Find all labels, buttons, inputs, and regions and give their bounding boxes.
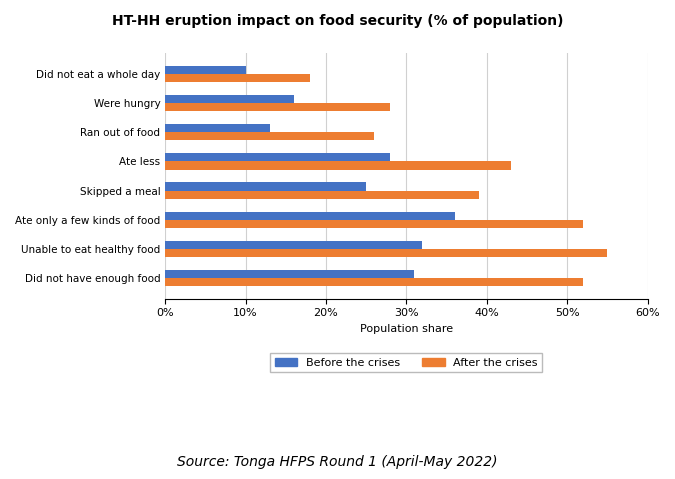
Bar xyxy=(165,212,455,220)
Bar xyxy=(165,278,583,286)
X-axis label: Population share: Population share xyxy=(360,324,453,334)
Text: Source: Tonga HFPS Round 1 (April-May 2022): Source: Tonga HFPS Round 1 (April-May 20… xyxy=(178,456,497,469)
Bar xyxy=(165,191,479,199)
Bar xyxy=(165,124,270,132)
Bar xyxy=(165,270,414,278)
Bar xyxy=(165,249,608,257)
Bar xyxy=(165,182,366,191)
Bar xyxy=(165,103,390,111)
Bar xyxy=(165,66,246,74)
Bar xyxy=(165,74,310,82)
Bar xyxy=(165,132,374,140)
Bar xyxy=(165,241,423,249)
Legend: Before the crises, After the crises: Before the crises, After the crises xyxy=(271,354,543,372)
Bar xyxy=(165,161,511,170)
Bar xyxy=(165,220,583,228)
Text: HT-HH eruption impact on food security (% of population): HT-HH eruption impact on food security (… xyxy=(112,14,563,28)
Bar xyxy=(165,153,390,161)
Bar xyxy=(165,95,294,103)
